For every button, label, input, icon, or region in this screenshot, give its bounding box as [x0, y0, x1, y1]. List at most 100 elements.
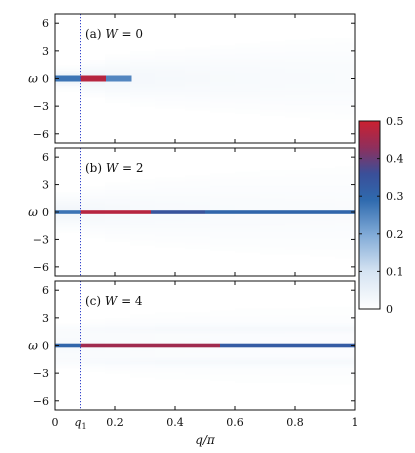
heatmap-cell	[85, 319, 91, 323]
heatmap-cell	[70, 67, 76, 70]
heatmap-cell	[140, 191, 146, 195]
heatmap-cell	[125, 71, 131, 74]
heatmap-cell	[100, 190, 106, 193]
heatmap-cell	[340, 168, 346, 171]
heatmap-cell	[170, 202, 176, 206]
heatmap-cell	[225, 190, 231, 193]
heatmap-cell	[260, 58, 266, 61]
heatmap-cell	[190, 91, 196, 94]
heatmap-cell	[240, 72, 246, 76]
heatmap-cell	[280, 222, 286, 226]
heatmap-cell	[195, 235, 201, 239]
heatmap-cell	[290, 67, 296, 70]
heatmap-cell	[160, 230, 166, 233]
heatmap-cell	[175, 95, 181, 98]
heatmap-cell	[280, 85, 286, 89]
heatmap-cell	[190, 61, 196, 65]
heatmap-cell	[225, 177, 231, 180]
heatmap-cell	[180, 228, 186, 231]
heatmap-cell	[175, 98, 181, 102]
heatmap-cell	[220, 98, 226, 102]
heatmap-cell	[200, 226, 206, 230]
heatmap-cell	[160, 72, 166, 76]
heatmap-cell	[245, 222, 251, 226]
heatmap-cell	[270, 232, 276, 235]
heatmap-cell	[95, 93, 101, 96]
heatmap-cell	[340, 113, 346, 116]
heatmap-cell	[130, 52, 136, 56]
heatmap-cell	[255, 179, 261, 182]
heatmap-cell	[250, 233, 256, 237]
heatmap-cell	[85, 204, 91, 208]
heatmap-cell	[345, 217, 351, 220]
heatmap-cell	[250, 188, 256, 191]
heatmap-cell	[120, 69, 126, 72]
heatmap-cell	[260, 111, 266, 115]
heatmap-cell	[350, 166, 355, 169]
heatmap-cell	[270, 224, 276, 228]
heatmap-cell	[200, 184, 206, 187]
panel-a: 630−3−6ω(a) W = 0	[28, 13, 356, 144]
heatmap-cell	[65, 351, 71, 354]
heatmap-cell	[55, 201, 61, 204]
heatmap-cell	[310, 41, 316, 45]
heatmap-cell	[175, 184, 181, 187]
heatmap-cell	[320, 100, 326, 104]
heatmap-cell	[115, 80, 121, 83]
heatmap-cell	[125, 362, 131, 365]
heatmap-cell	[345, 213, 351, 217]
heatmap-cell	[315, 117, 321, 120]
heatmap-cell	[280, 197, 286, 200]
heatmap-cell	[190, 89, 196, 92]
heatmap-cell	[250, 177, 256, 180]
heatmap-cell	[270, 233, 276, 237]
heatmap-cell	[265, 175, 271, 178]
heatmap-cell	[165, 228, 171, 231]
heatmap-cell	[170, 85, 176, 89]
heatmap-cell	[190, 72, 196, 76]
heatmap-cell	[270, 69, 276, 72]
heatmap-cell	[265, 102, 271, 105]
heatmap-cell	[125, 184, 131, 187]
heatmap-cell	[125, 222, 131, 226]
heatmap-cell	[215, 175, 221, 178]
heatmap-cell	[285, 171, 291, 175]
heatmap-cell	[345, 37, 351, 41]
heatmap-cell	[270, 179, 276, 182]
heatmap-cell	[350, 117, 355, 120]
heatmap-cell	[205, 65, 211, 69]
heatmap-cell	[165, 224, 171, 228]
heatmap-cell	[245, 74, 251, 78]
heatmap-cell	[255, 184, 261, 187]
heatmap-cell	[350, 84, 355, 87]
heatmap-cell	[210, 61, 216, 65]
heatmap-cell	[165, 60, 171, 63]
heatmap-cell	[65, 222, 71, 226]
heatmap-cell	[120, 352, 126, 356]
heatmap-cell	[60, 356, 66, 359]
heatmap-cell	[220, 195, 226, 198]
y-tick-label: −6	[33, 128, 49, 141]
heatmap-cell	[250, 72, 256, 76]
heatmap-cell	[190, 222, 196, 226]
heatmap-cell	[260, 78, 266, 81]
heatmap-cell	[125, 338, 131, 341]
heatmap-cell	[280, 237, 286, 241]
heatmap-cell	[165, 71, 171, 74]
heatmap-cell	[270, 58, 276, 61]
heatmap-cell	[90, 221, 96, 224]
heatmap-cell	[280, 169, 286, 173]
heatmap-cell	[190, 80, 196, 83]
heatmap-cell	[155, 243, 161, 246]
heatmap-cell	[350, 193, 355, 197]
heatmap-cell	[95, 206, 101, 209]
heatmap-cell	[250, 204, 256, 208]
heatmap-cell	[140, 72, 146, 76]
heatmap-cell	[205, 226, 211, 230]
heatmap-cell	[110, 60, 116, 63]
heatmap-cell	[280, 104, 286, 107]
heatmap-cell	[335, 224, 341, 228]
heatmap-cell	[310, 82, 316, 85]
heatmap-cell	[80, 221, 86, 224]
heatmap-cell	[65, 226, 71, 230]
